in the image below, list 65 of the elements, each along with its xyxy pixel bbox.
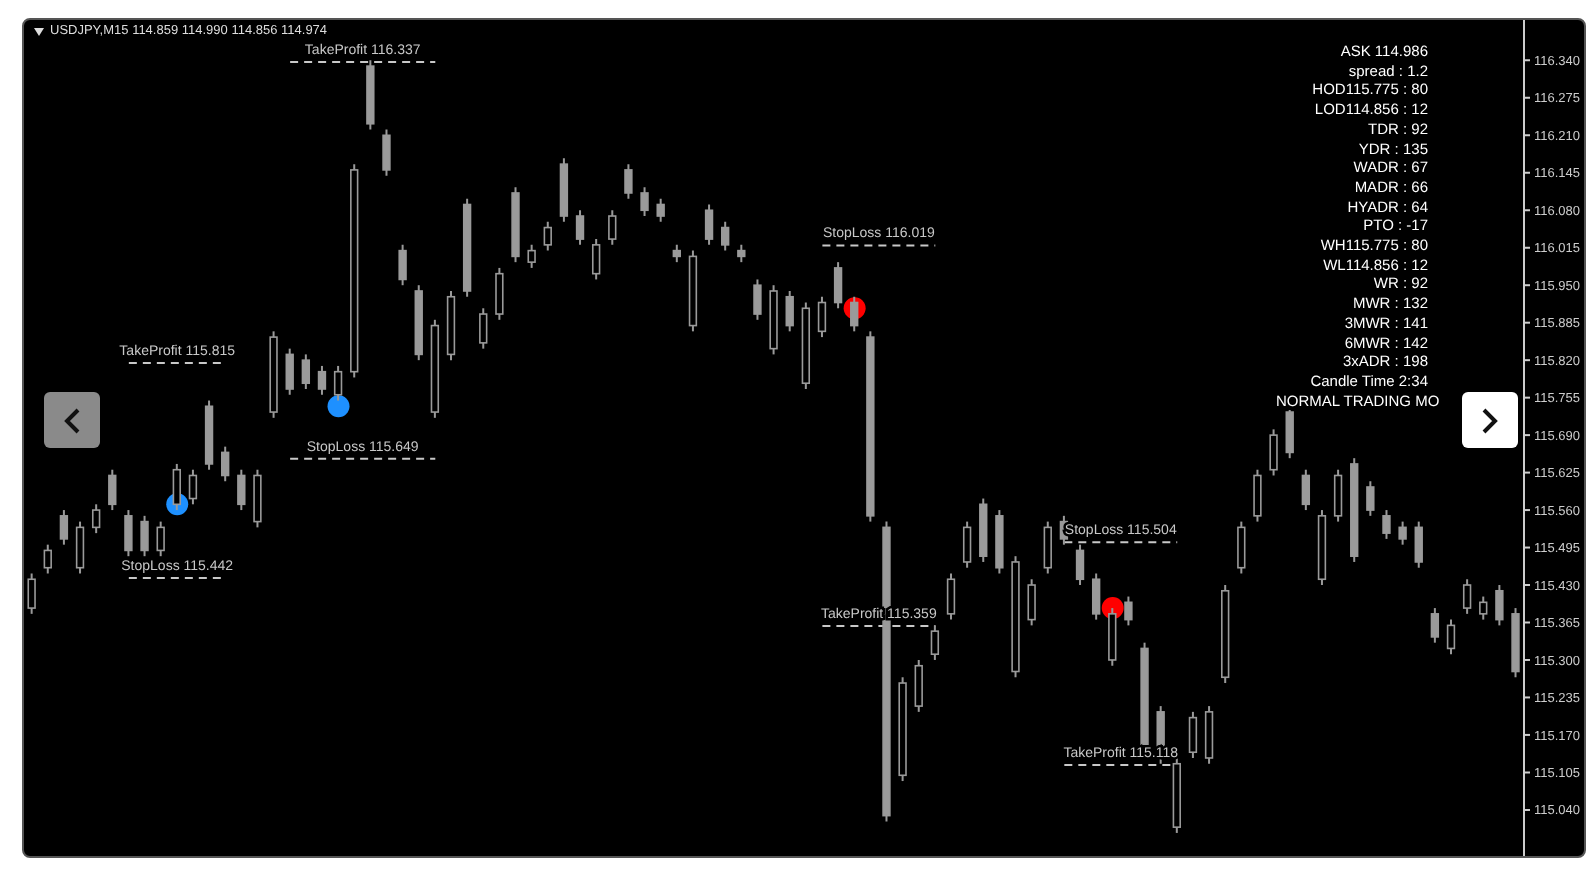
candlestick	[124, 509, 133, 558]
candlestick	[850, 295, 859, 333]
candlestick	[1091, 572, 1101, 621]
candlestick	[91, 503, 101, 535]
candlestick	[382, 128, 391, 177]
candlestick	[624, 163, 633, 200]
candlestick	[1430, 607, 1440, 644]
candlestick	[946, 572, 956, 621]
candlestick	[188, 468, 198, 506]
candlestick	[1479, 595, 1488, 621]
candlestick	[1462, 578, 1472, 615]
candlestick	[591, 238, 601, 281]
candlestick	[962, 520, 972, 569]
candlestick	[1237, 520, 1246, 575]
candlestick	[817, 295, 827, 339]
candlestick	[704, 203, 714, 246]
candlestick	[930, 624, 940, 661]
candlestick	[333, 364, 343, 402]
candlestick	[753, 278, 762, 321]
candlestick	[1285, 405, 1294, 460]
candlestick	[1398, 520, 1407, 546]
candlestick	[1495, 584, 1504, 627]
candlestick	[1043, 520, 1052, 575]
candlestick	[285, 347, 294, 396]
candlestick	[608, 209, 617, 246]
candlestick	[172, 462, 181, 512]
candlestick	[156, 520, 165, 558]
candlestick	[495, 266, 504, 321]
candlestick	[59, 509, 69, 546]
candlestick	[253, 468, 262, 529]
candlestick	[543, 220, 552, 252]
candlestick	[398, 243, 407, 287]
candlestick	[221, 445, 230, 483]
point	[327, 395, 350, 418]
candlestick	[1124, 595, 1133, 627]
candlestick	[721, 220, 730, 252]
candlestick	[785, 289, 794, 333]
candlestick	[140, 514, 149, 558]
candlestick	[1108, 607, 1117, 667]
candlestick	[575, 209, 585, 246]
candlestick	[1382, 509, 1391, 540]
candlestick	[43, 543, 52, 575]
candlestick	[1446, 618, 1456, 656]
candlestick	[1027, 578, 1036, 627]
candlestick	[1414, 520, 1423, 569]
candlestick	[1253, 468, 1262, 523]
candlestick	[914, 658, 923, 713]
candlestick	[527, 243, 536, 269]
candlestick	[301, 353, 311, 390]
candlestick	[640, 186, 649, 218]
candlestick	[75, 520, 85, 575]
candlestick	[27, 572, 36, 615]
candlestick	[1269, 428, 1278, 477]
candlestick	[1366, 480, 1375, 517]
candlestick	[1075, 543, 1085, 587]
candlestick	[108, 468, 117, 512]
candlestick	[1333, 468, 1343, 523]
candlestick	[1204, 705, 1214, 765]
candlestick	[317, 364, 327, 396]
candlestick	[833, 261, 843, 310]
candlestick	[1188, 710, 1198, 759]
candlestick	[237, 468, 246, 512]
candlestick	[656, 197, 665, 223]
candlestick	[1301, 468, 1311, 512]
candlestick	[479, 307, 488, 350]
